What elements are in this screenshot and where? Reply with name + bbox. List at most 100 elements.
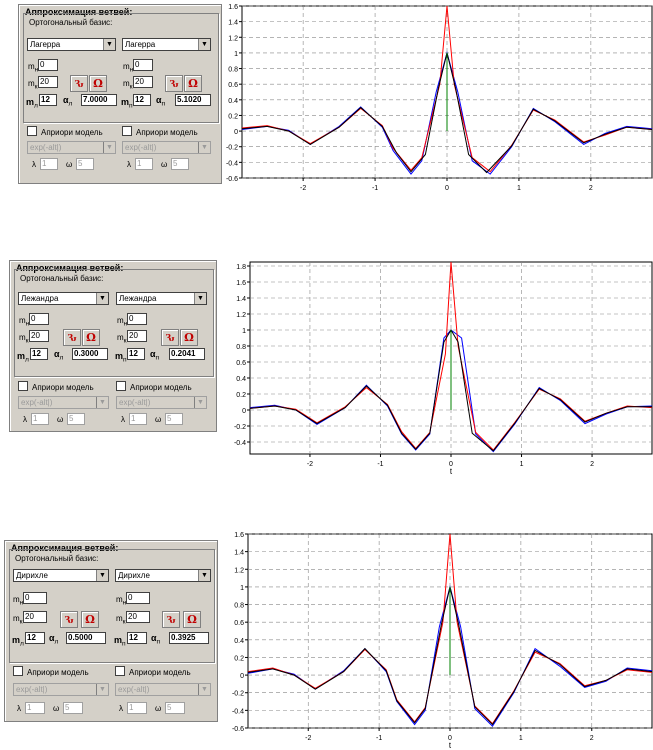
m-right-input[interactable]: 12 (133, 94, 151, 106)
mn-right-input[interactable]: 0 (127, 313, 147, 325)
m-right-input[interactable]: 12 (127, 348, 145, 360)
approximation-block-2: Аппроксимация ветвей: Ортогональный бази… (0, 256, 653, 476)
omega-right-input[interactable]: 5 (171, 158, 189, 170)
apriori-right-checkbox[interactable]: Априори модель (115, 666, 191, 677)
omega-left-input[interactable]: 5 (67, 413, 85, 425)
x-axis-label: t (450, 467, 453, 476)
alpha-left-input[interactable]: 7.0000 (81, 94, 117, 106)
m-left-input[interactable]: 12 (30, 348, 48, 360)
mn-right-label: mн (116, 595, 127, 607)
x-tick-label: -1 (377, 461, 383, 468)
chevron-down-icon[interactable]: ▼ (103, 142, 115, 153)
omega-right-label: ω (155, 415, 162, 424)
omega-right-input[interactable]: 5 (165, 413, 183, 425)
basis-left-select[interactable]: Дирихле ▼ (13, 569, 109, 582)
chevron-down-icon[interactable]: ▼ (194, 397, 206, 408)
mn-left-input[interactable]: 0 (23, 592, 47, 604)
mk-left-input[interactable]: 20 (29, 330, 49, 342)
y-tick-label: 0.2 (228, 113, 238, 120)
mn-right-input[interactable]: 0 (126, 592, 150, 604)
chevron-down-icon[interactable]: ▼ (198, 142, 210, 153)
omega-left-input[interactable]: 5 (76, 158, 94, 170)
alpha-left-input[interactable]: 0.3000 (72, 348, 108, 360)
x-tick-label: -2 (300, 185, 306, 192)
alpha-right-input[interactable]: 0.3925 (169, 632, 209, 644)
chevron-down-icon[interactable]: ▼ (198, 570, 210, 581)
basis-left-reset-button[interactable]: Ω (89, 75, 107, 92)
basis-left-reset-button[interactable]: Ω (81, 611, 99, 628)
chevron-down-icon[interactable]: ▼ (198, 684, 210, 695)
basis-left-select[interactable]: Лежандра ▼ (18, 292, 109, 305)
alpha-left-input[interactable]: 0.5000 (66, 632, 106, 644)
y-tick-label: 0.6 (236, 360, 246, 367)
basis-right-select[interactable]: Лежандра ▼ (116, 292, 207, 305)
alpha-right-input[interactable]: 5.1020 (175, 94, 211, 106)
omega-right-input[interactable]: 5 (165, 702, 185, 714)
m-left-input[interactable]: 12 (39, 94, 57, 106)
basis-right-select[interactable]: Дирихле ▼ (115, 569, 211, 582)
mn-left-input[interactable]: 0 (29, 313, 49, 325)
model-left-select[interactable]: exp(-alt|) ▼ (18, 396, 109, 409)
approximation-block-3: Аппроксимация ветвей: Ортогональный бази… (0, 528, 653, 750)
chevron-down-icon[interactable]: ▼ (96, 397, 108, 408)
mk-right-input[interactable]: 20 (133, 76, 153, 88)
mk-right-input[interactable]: 20 (126, 611, 150, 623)
panel-title: Аппроксимация ветвей: (16, 263, 124, 273)
apriori-left-checkbox[interactable]: Априори модель (13, 666, 89, 677)
m-right-label: mп (114, 635, 126, 648)
lambda-left-input[interactable]: 1 (31, 413, 49, 425)
mk-left-input[interactable]: 20 (38, 76, 58, 88)
basis-left-apply-button[interactable]: Ԅ (60, 611, 78, 628)
lambda-right-input[interactable]: 1 (127, 702, 147, 714)
basis-right-apply-button[interactable]: Ԅ (162, 611, 180, 628)
apriori-left-checkbox[interactable]: Априори модель (27, 126, 103, 137)
y-tick-label: -0.2 (232, 691, 244, 698)
omega-left-input[interactable]: 5 (63, 702, 83, 714)
model-left-select[interactable]: exp(-alt|) ▼ (27, 141, 116, 154)
chevron-down-icon[interactable]: ▼ (103, 39, 115, 50)
alpha-right-label: αп (156, 95, 166, 108)
mk-left-input[interactable]: 20 (23, 611, 47, 623)
omega-right-label: ω (155, 704, 162, 713)
basis-right-reset-button[interactable]: Ω (180, 329, 198, 346)
lambda-left-input[interactable]: 1 (25, 702, 45, 714)
chevron-down-icon[interactable]: ▼ (194, 293, 206, 304)
apriori-right-checkbox[interactable]: Априори модель (122, 126, 198, 137)
chevron-down-icon[interactable]: ▼ (96, 684, 108, 695)
y-tick-label: 0.2 (234, 655, 244, 662)
mn-left-input[interactable]: 0 (38, 59, 58, 71)
x-tick-label: 0 (445, 185, 449, 192)
mn-right-label: mн (123, 62, 134, 74)
lambda-right-input[interactable]: 1 (135, 158, 153, 170)
basis-right-apply-button[interactable]: Ԅ (161, 329, 179, 346)
model-right-select[interactable]: exp(-alt|) ▼ (116, 396, 207, 409)
model-right-select[interactable]: exp(-alt|) ▼ (115, 683, 211, 696)
apriori-left-checkbox[interactable]: Априори модель (18, 381, 94, 392)
chevron-down-icon[interactable]: ▼ (198, 39, 210, 50)
basis-left-reset-button[interactable]: Ω (82, 329, 100, 346)
chevron-down-icon[interactable]: ▼ (96, 570, 108, 581)
alpha-right-input[interactable]: 0.2041 (169, 348, 205, 360)
x-tick-label: 1 (517, 185, 521, 192)
lambda-right-input[interactable]: 1 (129, 413, 147, 425)
basis-left-apply-button[interactable]: Ԅ (70, 75, 88, 92)
lambda-left-input[interactable]: 1 (40, 158, 58, 170)
approximation-chart-1: 1.6 1.4 1.2 1 0.8 0.6 0.4 0.2 0 -0.2 -0.4 -0.6 -2 -1 0… (220, 0, 653, 200)
basis-left-select[interactable]: Лагерра ▼ (27, 38, 116, 51)
chevron-down-icon[interactable]: ▼ (96, 293, 108, 304)
basis-left-apply-button[interactable]: Ԅ (63, 329, 81, 346)
mn-left-label: mн (19, 316, 30, 328)
mn-right-input[interactable]: 0 (133, 59, 153, 71)
lambda-left-label: λ (23, 415, 27, 424)
model-left-select[interactable]: exp(-alt|) ▼ (13, 683, 109, 696)
mk-right-label: mк (116, 614, 126, 626)
apriori-right-checkbox[interactable]: Априори модель (116, 381, 192, 392)
basis-right-select[interactable]: Лагерра ▼ (122, 38, 211, 51)
m-left-input[interactable]: 12 (25, 632, 45, 644)
basis-right-apply-button[interactable]: Ԅ (165, 75, 183, 92)
basis-right-reset-button[interactable]: Ω (183, 611, 201, 628)
model-right-select[interactable]: exp(-alt|) ▼ (122, 141, 211, 154)
basis-right-reset-button[interactable]: Ω (184, 75, 202, 92)
mk-right-input[interactable]: 20 (127, 330, 147, 342)
m-right-input[interactable]: 12 (127, 632, 147, 644)
